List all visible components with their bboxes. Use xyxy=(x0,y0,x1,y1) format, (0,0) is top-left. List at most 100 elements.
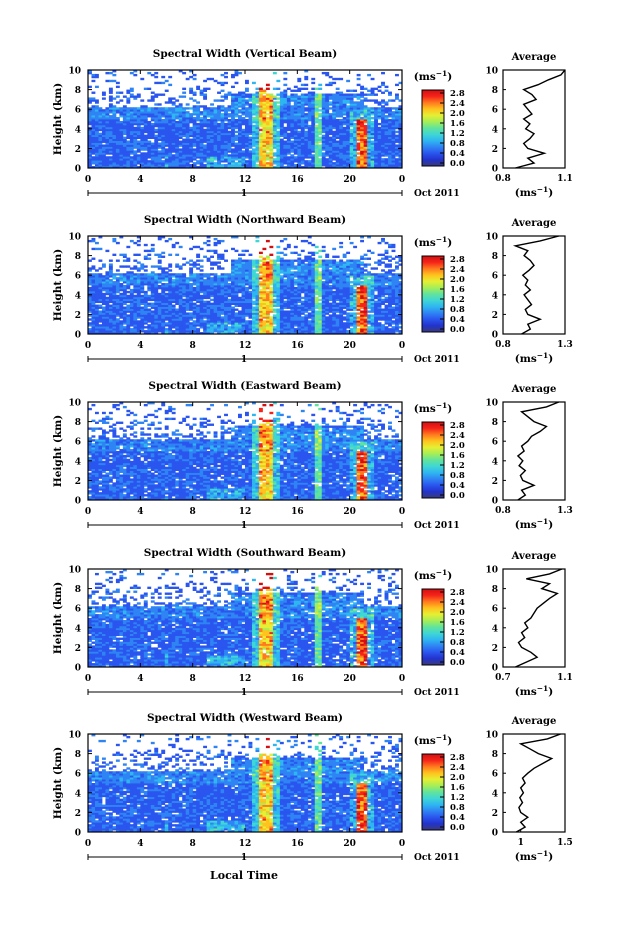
average-y-tick-label: 2 xyxy=(492,644,498,654)
day-label: 1 xyxy=(241,189,247,199)
x-tick-label: 0 xyxy=(85,175,91,185)
y-tick-label: 2 xyxy=(75,809,81,819)
colorbar-unit: (ms−1) xyxy=(414,733,452,747)
y-axis-label: Height (km) xyxy=(52,415,64,487)
y-axis-label: Height (km) xyxy=(52,747,64,819)
day-label: 1 xyxy=(241,355,247,365)
colorbar-tick-label: 1.2 xyxy=(450,129,465,139)
average-y-tick-label: 2 xyxy=(492,477,498,487)
colorbar-tick-label: 0.0 xyxy=(450,159,465,169)
colorbar-tick-label: 0.4 xyxy=(450,149,465,159)
colorbar-tick-label: 1.2 xyxy=(450,628,465,638)
x-tick-label: 4 xyxy=(137,674,143,684)
day-label: 1 xyxy=(241,521,247,531)
y-tick-label: 4 xyxy=(75,624,81,634)
x-tick-label: 8 xyxy=(190,674,196,684)
average-y-tick-label: 2 xyxy=(492,809,498,819)
y-tick-label: 8 xyxy=(75,418,81,428)
x-tick-label: 4 xyxy=(137,341,143,351)
colorbar-tick-label: 1.6 xyxy=(450,451,465,461)
average-y-tick-label: 2 xyxy=(492,145,498,155)
average-y-tick-label: 8 xyxy=(492,252,498,262)
panel-title: Spectral Width (Westward Beam) xyxy=(147,712,343,724)
y-tick-label: 4 xyxy=(75,125,81,135)
date-label: Oct 2011 xyxy=(414,688,460,698)
x-tick-label: 4 xyxy=(137,175,143,185)
colorbar-tick-label: 1.2 xyxy=(450,793,465,803)
y-tick-label: 4 xyxy=(75,457,81,467)
x-tick-label: 8 xyxy=(190,507,196,517)
colorbar-unit: (ms−1) xyxy=(414,401,452,415)
panel-title: Spectral Width (Eastward Beam) xyxy=(148,380,341,392)
colorbar-tick-label: 1.6 xyxy=(450,618,465,628)
x-tick-label: 0 xyxy=(85,674,91,684)
average-title: Average xyxy=(511,52,557,63)
colorbar-tick-label: 1.2 xyxy=(450,461,465,471)
average-y-tick-label: 0 xyxy=(492,664,498,674)
y-tick-label: 2 xyxy=(75,644,81,654)
y-axis-label: Height (km) xyxy=(52,83,64,155)
average-unit: (ms−1) xyxy=(515,517,553,531)
average-x-tick-label: 0.7 xyxy=(495,673,511,683)
average-x-tick-label: 0.8 xyxy=(495,340,511,350)
x-tick-label: 20 xyxy=(343,341,356,351)
average-x-tick-label: 1 xyxy=(518,838,524,848)
average-y-tick-label: 4 xyxy=(492,624,498,634)
date-label: Oct 2011 xyxy=(414,521,460,531)
colorbar-tick-label: 2.0 xyxy=(450,275,465,285)
colorbar-tick-label: 2.0 xyxy=(450,773,465,783)
average-frame xyxy=(502,235,566,335)
average-y-tick-label: 10 xyxy=(485,566,498,576)
colorbar-tick-label: 0.8 xyxy=(450,638,465,648)
date-label: Oct 2011 xyxy=(414,853,460,863)
x-tick-label: 0 xyxy=(85,341,91,351)
x-tick-label: 20 xyxy=(343,674,356,684)
x-tick-label: 16 xyxy=(291,839,304,849)
colorbar-tick-label: 0.0 xyxy=(450,325,465,335)
colorbar-unit: (ms−1) xyxy=(414,69,452,83)
heatmap xyxy=(88,569,403,668)
y-axis-label: Height (km) xyxy=(52,582,64,654)
average-unit: (ms−1) xyxy=(515,185,553,199)
x-tick-label: 12 xyxy=(239,175,252,185)
average-x-tick-label: 0.8 xyxy=(495,506,511,516)
panel-title: Spectral Width (Vertical Beam) xyxy=(153,48,337,60)
x-tick-label: 16 xyxy=(291,175,304,185)
y-tick-label: 8 xyxy=(75,86,81,96)
y-tick-label: 2 xyxy=(75,477,81,487)
average-unit: (ms−1) xyxy=(515,849,553,863)
average-y-tick-label: 8 xyxy=(492,418,498,428)
x-tick-label: 0 xyxy=(399,674,405,684)
average-x-tick-label: 1.1 xyxy=(557,174,573,184)
date-label: Oct 2011 xyxy=(414,189,460,199)
average-y-tick-label: 10 xyxy=(485,233,498,243)
x-tick-label: 0 xyxy=(85,839,91,849)
colorbar-tick-label: 0.4 xyxy=(450,813,465,823)
y-tick-label: 6 xyxy=(75,106,81,116)
average-profile-line xyxy=(515,733,561,833)
colorbar-tick-label: 1.6 xyxy=(450,119,465,129)
x-tick-label: 12 xyxy=(239,674,252,684)
y-tick-label: 6 xyxy=(75,770,81,780)
colorbar-tick-label: 2.0 xyxy=(450,109,465,119)
panel-title: Spectral Width (Southward Beam) xyxy=(144,547,346,559)
average-title: Average xyxy=(511,384,557,395)
panel-title: Spectral Width (Northward Beam) xyxy=(144,214,346,226)
average-y-tick-label: 6 xyxy=(492,106,498,116)
y-axis-label: Height (km) xyxy=(52,249,64,321)
colorbar-tick-label: 2.4 xyxy=(450,265,465,275)
y-tick-label: 8 xyxy=(75,585,81,595)
colorbar-tick-label: 2.4 xyxy=(450,431,465,441)
x-tick-label: 0 xyxy=(399,175,405,185)
y-tick-label: 0 xyxy=(75,497,81,507)
average-unit: (ms−1) xyxy=(515,351,553,365)
x-tick-label: 8 xyxy=(190,839,196,849)
average-y-tick-label: 4 xyxy=(492,291,498,301)
colorbar-tick-label: 2.4 xyxy=(450,99,465,109)
colorbar-tick-label: 2.8 xyxy=(450,89,465,99)
colorbar-tick-label: 0.8 xyxy=(450,305,465,315)
colorbar-tick-label: 0.8 xyxy=(450,139,465,149)
average-y-tick-label: 8 xyxy=(492,86,498,96)
